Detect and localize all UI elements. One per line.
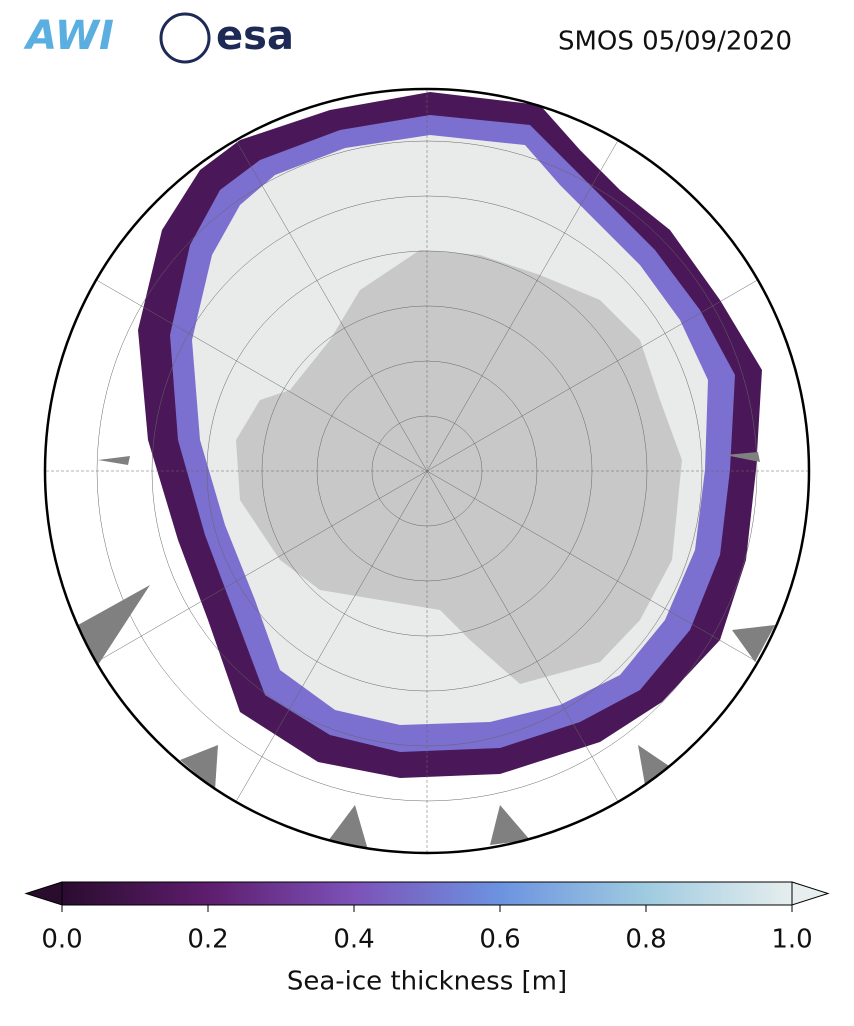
map: [45, 89, 809, 853]
colorbar-tick-label: 0.2: [187, 925, 228, 955]
land: [78, 452, 775, 850]
graticule: [45, 89, 809, 853]
awi-logo: AWI: [23, 13, 114, 59]
colorbar-extend-high: [791, 881, 830, 906]
map-frame: [43, 87, 811, 855]
colorbar-tick-label: 0.8: [625, 925, 666, 955]
map-title: SMOS 05/09/2020: [558, 27, 792, 57]
colorbar-tick-label: 1.0: [771, 925, 812, 955]
antarctica: [236, 250, 682, 684]
colorbar-tick-label: 0.4: [333, 925, 374, 955]
esa-logo-mark: [159, 12, 211, 64]
colorbar-tick-label: 0.6: [479, 925, 520, 955]
colorbar: [24, 881, 830, 906]
colorbar-label: Sea-ice thickness [m]: [287, 967, 567, 997]
esa-logo: esa: [216, 13, 294, 59]
colorbar-tick-label: 0.0: [41, 925, 82, 955]
colorbar-gradient: [61, 881, 793, 906]
colorbar-extend-low: [24, 881, 63, 906]
